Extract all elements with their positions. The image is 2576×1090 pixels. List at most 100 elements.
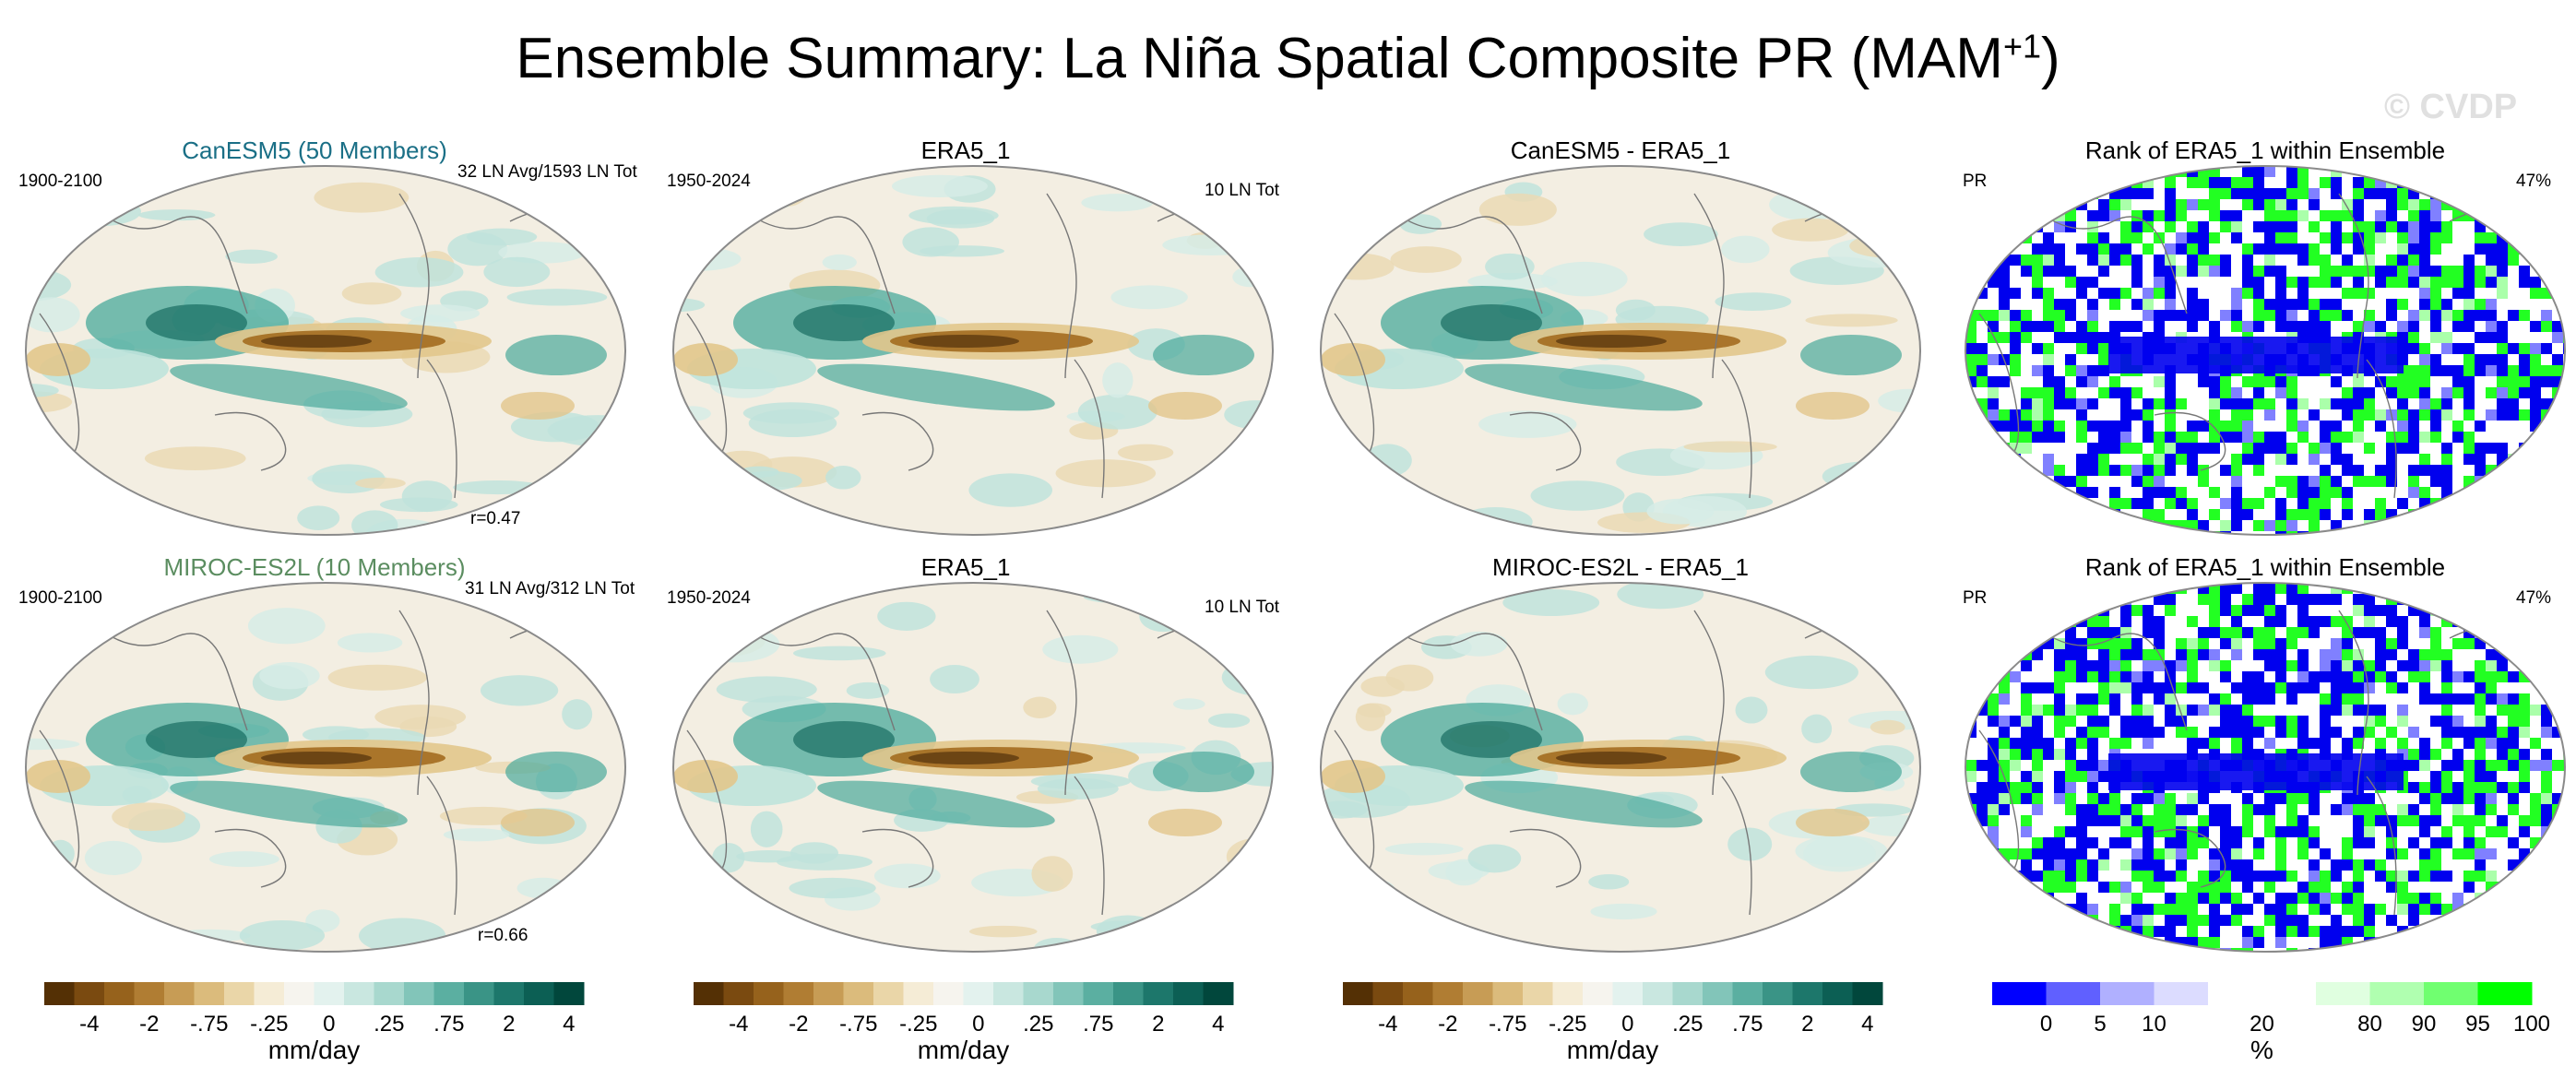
rank-cell [2010, 421, 2021, 432]
rank-cell [2242, 266, 2253, 277]
precip-wet-region [170, 780, 408, 828]
rank-cell [2242, 288, 2253, 299]
rank-cell [2076, 760, 2087, 771]
colorbar-swatch [1822, 982, 1853, 1005]
rank-cell [2486, 771, 2497, 782]
rank-cell [2530, 398, 2541, 409]
rank-cell [2397, 583, 2408, 594]
rank-cell [2120, 804, 2131, 815]
rank-cell [2165, 605, 2176, 616]
precip-blob [225, 249, 278, 264]
rank-cell [2242, 243, 2253, 255]
rank-cell [2452, 188, 2463, 199]
rank-cell [2264, 299, 2275, 310]
rank-cell [2419, 255, 2430, 266]
rank-cell [2264, 638, 2275, 649]
rank-cell [2165, 893, 2176, 904]
rank-cell [2286, 232, 2297, 243]
rank-cell [2375, 638, 2386, 649]
rank-cell [2120, 465, 2131, 476]
precip-wet-region [505, 752, 607, 792]
rank-cell [2131, 682, 2143, 693]
rank-cell [2463, 199, 2475, 210]
rank-cell [2375, 859, 2386, 871]
rank-cell [2530, 937, 2541, 948]
rank-cell [2076, 771, 2087, 782]
rank-cell [2231, 716, 2242, 727]
rank-cell [2275, 716, 2286, 727]
rank-cell [2187, 288, 2198, 299]
precip-wet-region [817, 363, 1055, 411]
precip-blob [691, 515, 778, 535]
rank-cell [2430, 793, 2441, 804]
rank-percent-label: 47% [2516, 172, 2552, 191]
rank-cell [2242, 454, 2253, 465]
rank-cell [2541, 904, 2552, 915]
rank-cell [2375, 277, 2386, 288]
colorbar-swatch [1372, 982, 1404, 1005]
rank-cell [2176, 310, 2187, 321]
rank-cell [1965, 487, 1977, 498]
rank-cell [2087, 793, 2098, 804]
rank-cell [2342, 465, 2353, 476]
rank-cell [2397, 443, 2408, 454]
rank-cell [2231, 398, 2242, 409]
colorbar-3: -4 -2 -.75 -.25 0.25.75 2 4mm/day [1343, 982, 1883, 1064]
rank-cell [2242, 605, 2253, 616]
rank-cell [2541, 343, 2552, 354]
rank-cell [2054, 915, 2065, 926]
rank-cell [2364, 727, 2375, 738]
rank-cell [2342, 627, 2353, 638]
rank-cell [2463, 343, 2475, 354]
rank-cell [2098, 465, 2109, 476]
rank-cell [2342, 682, 2353, 693]
rank-cell [2508, 476, 2519, 487]
coastline [214, 828, 287, 888]
rank-cell [2198, 882, 2209, 893]
rank-cell [2209, 432, 2220, 443]
rank-cell [2530, 221, 2541, 232]
rank-cell [2209, 727, 2220, 738]
rank-cell [2364, 837, 2375, 848]
rank-cell [2541, 771, 2552, 782]
rank-cell [2143, 421, 2154, 432]
rank-cell [2198, 682, 2209, 693]
rank-cell [2397, 498, 2408, 509]
rank-cell [2419, 693, 2430, 705]
rank-cell [2220, 826, 2231, 837]
rank-cell [2508, 454, 2519, 465]
map-outline [672, 165, 1274, 536]
rank-cell [2309, 893, 2320, 904]
rank-cell [2475, 871, 2486, 882]
rank-cell [1965, 693, 1977, 705]
rank-cell [2054, 421, 2065, 432]
rank-cell [2021, 583, 2032, 594]
rank-cell [1977, 660, 1988, 671]
rank-cell [1988, 232, 1999, 243]
rank-cell [2331, 649, 2342, 660]
rank-cell [2176, 443, 2187, 454]
rank-cell [2331, 454, 2342, 465]
rank-cell [2065, 605, 2076, 616]
rank-cell [2530, 343, 2541, 354]
colorbar-unit-label: mm/day [268, 1036, 361, 1064]
rank-cell [2165, 177, 2176, 188]
rank-cell [2463, 671, 2475, 682]
rank-cell [2563, 904, 2565, 915]
rank-cell [2131, 188, 2143, 199]
rank-cell [2187, 793, 2198, 804]
rank-cell [2353, 321, 2364, 332]
rank-cell [2264, 682, 2275, 693]
rank-cell [2143, 509, 2154, 520]
rank-cell [2264, 716, 2275, 727]
rank-cell [2065, 210, 2076, 221]
rank-cell [2309, 221, 2320, 232]
rank-cell [2419, 266, 2430, 277]
rank-cell [2010, 738, 2021, 749]
rank-cell [2342, 904, 2353, 915]
rank-cell [2120, 387, 2131, 398]
precip-blob [969, 925, 1038, 938]
rank-cell [2021, 893, 2032, 904]
rank-cell [2297, 288, 2309, 299]
rank-cell [2408, 815, 2419, 826]
